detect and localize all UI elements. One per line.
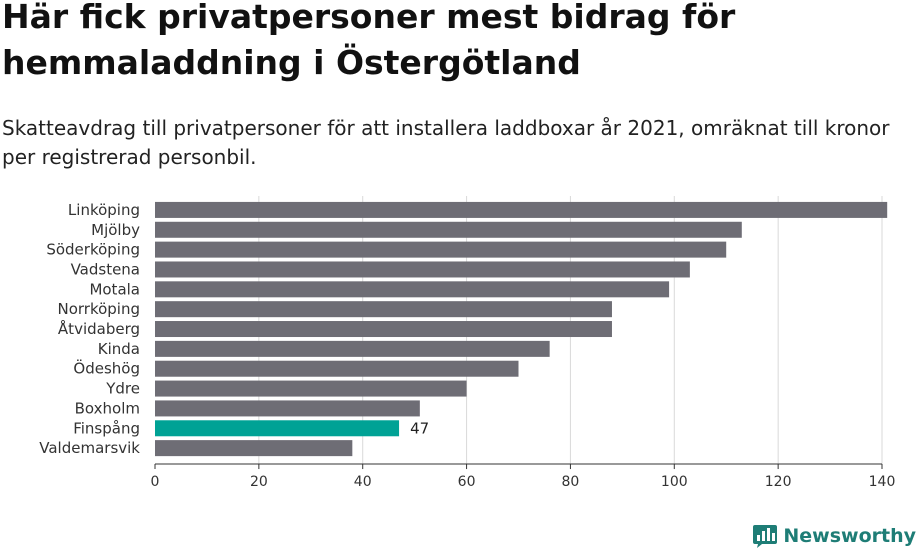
category-label: Kinda	[98, 340, 140, 358]
x-tick-label: 140	[869, 474, 896, 490]
bar	[155, 281, 670, 298]
x-tick-label: 0	[151, 474, 160, 490]
category-label: Motala	[89, 280, 140, 298]
bar	[155, 420, 400, 437]
brand-logo: Newsworthy	[752, 523, 916, 549]
category-label: Boxholm	[75, 399, 140, 417]
x-tick-label: 40	[354, 474, 372, 490]
chart-title: Här fick privatpersoner mest bidrag för …	[2, 0, 736, 82]
category-label: Mjölby	[91, 221, 140, 239]
newsworthy-logo-icon	[753, 525, 778, 548]
category-label: Ödeshög	[73, 359, 140, 378]
data-label: 47	[410, 419, 429, 437]
x-tick-label: 20	[250, 474, 268, 490]
bar	[155, 340, 550, 357]
bar	[155, 201, 888, 218]
x-tick-label: 100	[661, 474, 688, 490]
data-labels: 47	[410, 419, 429, 437]
bar	[155, 221, 742, 238]
bar	[155, 360, 519, 377]
category-label: Norrköping	[57, 300, 140, 318]
x-tick-label: 60	[458, 474, 476, 490]
category-label: Valdemarsvik	[39, 439, 140, 457]
x-tick-label: 120	[765, 474, 792, 490]
chart-subtitle: Skatteavdrag till privatpersoner för att…	[2, 116, 890, 169]
brand-name: Newsworthy	[783, 525, 916, 547]
bar	[155, 261, 690, 278]
category-label: Linköping	[68, 201, 140, 219]
category-label: Finspång	[73, 419, 140, 437]
x-tick-label: 80	[562, 474, 580, 490]
category-label: Söderköping	[46, 241, 140, 259]
x-axis: 0 20 40 60 80 100 120 140	[151, 463, 896, 490]
bar	[155, 440, 353, 457]
category-label: Ydre	[105, 380, 140, 398]
bar	[155, 241, 727, 258]
bar	[155, 380, 467, 397]
bar	[155, 301, 612, 318]
bar	[155, 400, 420, 417]
category-label: Vadstena	[71, 260, 140, 278]
bar	[155, 321, 612, 338]
category-label: Åtvidaberg	[58, 319, 140, 338]
bars	[155, 201, 888, 457]
